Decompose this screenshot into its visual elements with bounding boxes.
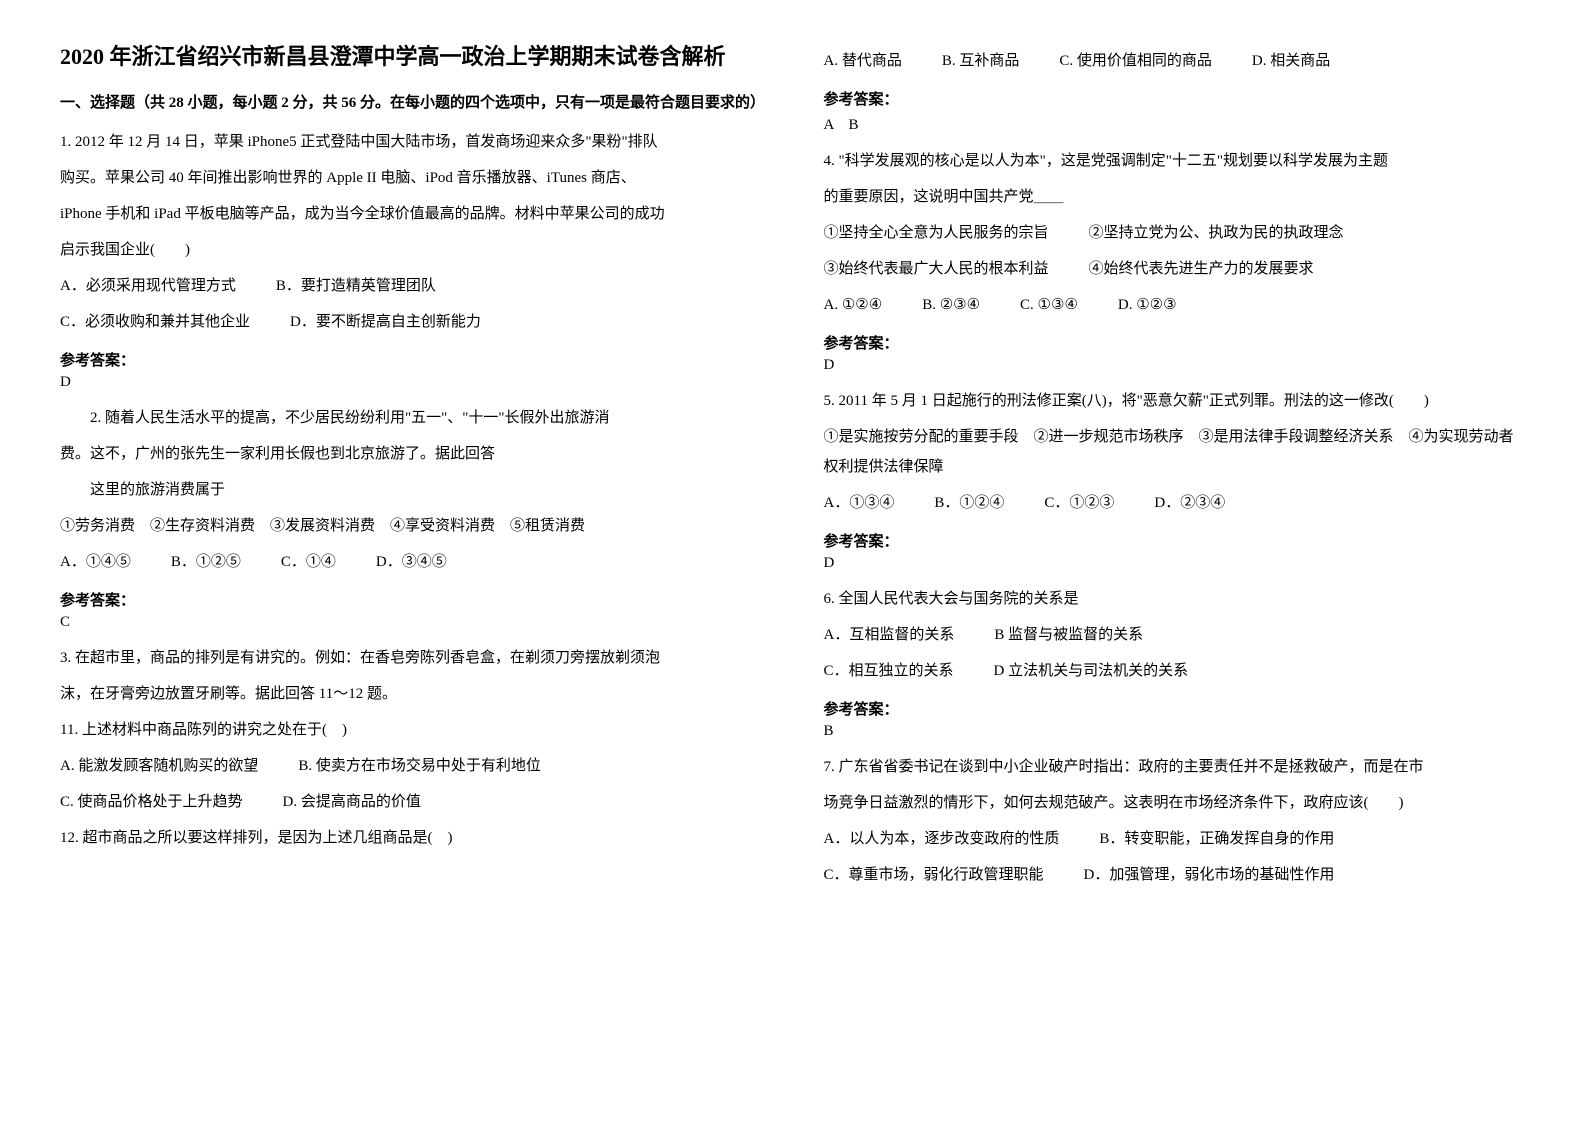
q2-options-row: A．①④⑤ B．①②⑤ C．①④ D．③④⑤ — [60, 547, 764, 577]
q11-option-c: C. 使商品价格处于上升趋势 — [60, 787, 243, 817]
q7-stem-line: 场竞争日益激烈的情形下，如何去规范破产。这表明在市场经济条件下，政府应该( ) — [824, 788, 1528, 818]
q2-stem-line: 费。这不，广州的张先生一家利用长假也到北京旅游了。据此回答 — [60, 439, 764, 469]
left-column: 2020 年浙江省绍兴市新昌县澄潭中学高一政治上学期期末试卷含解析 一、选择题（… — [60, 40, 764, 896]
q5-answer: D — [824, 555, 1528, 572]
q4-answer: D — [824, 357, 1528, 374]
q7-options-row: A．以人为本，逐步改变政府的性质 B．转变职能，正确发挥自身的作用 — [824, 824, 1528, 854]
q5-option-c: C．①②③ — [1044, 488, 1114, 518]
q2-answer: C — [60, 614, 764, 631]
q1-answer-label: 参考答案： — [60, 349, 764, 370]
section-1-head: 一、选择题（共 28 小题，每小题 2 分，共 56 分。在每小题的四个选项中，… — [60, 91, 764, 117]
q4-items-row: ③始终代表最广大人民的根本利益 ④始终代表先进生产力的发展要求 — [824, 254, 1528, 284]
q4-answer-label: 参考答案： — [824, 332, 1528, 353]
q4-option-b: B. ②③④ — [922, 290, 980, 320]
q4-stem-line: 的重要原因，这说明中国共产党＿＿ — [824, 182, 1528, 212]
q2-subquestion: 这里的旅游消费属于 — [60, 475, 764, 505]
q4-option-d: D. ①②③ — [1118, 290, 1177, 320]
q6-option-b: B 监督与被监督的关系 — [994, 620, 1143, 650]
q4-option-c: C. ①③④ — [1020, 290, 1078, 320]
q6-option-d: D 立法机关与司法机关的关系 — [994, 656, 1189, 686]
q1-option-a: A．必须采用现代管理方式 — [60, 271, 236, 301]
q7-option-a: A．以人为本，逐步改变政府的性质 — [824, 824, 1060, 854]
q5-stem: 5. 2011 年 5 月 1 日起施行的刑法修正案(八)，将"恶意欠薪"正式列… — [824, 386, 1528, 416]
q6-options-row: A．互相监督的关系 B 监督与被监督的关系 — [824, 620, 1528, 650]
q4-item-1: ①坚持全心全意为人民服务的宗旨 — [824, 218, 1049, 248]
q11-options-row: C. 使商品价格处于上升趋势 D. 会提高商品的价值 — [60, 787, 764, 817]
exam-title: 2020 年浙江省绍兴市新昌县澄潭中学高一政治上学期期末试卷含解析 — [60, 40, 764, 73]
q2-answer-label: 参考答案： — [60, 589, 764, 610]
q1-stem-line: 1. 2012 年 12 月 14 日，苹果 iPhone5 正式登陆中国大陆市… — [60, 127, 764, 157]
q3-answer-label: 参考答案： — [824, 88, 1528, 109]
q3-stem-line: 沫，在牙膏旁边放置牙刷等。据此回答 11～12 题。 — [60, 679, 764, 709]
q1-stem-line: 启示我国企业( ) — [60, 235, 764, 265]
q5-options-row: A．①③④ B．①②④ C．①②③ D．②③④ — [824, 488, 1528, 518]
q11-options-row: A. 能激发顾客随机购买的欲望 B. 使卖方在市场交易中处于有利地位 — [60, 751, 764, 781]
q1-option-c: C．必须收购和兼并其他企业 — [60, 307, 250, 337]
q4-stem-line: 4. "科学发展观的核心是以人为本"，这是党强调制定"十二五"规划要以科学发展为… — [824, 146, 1528, 176]
q2-stem-line: 2. 随着人民生活水平的提高，不少居民纷纷利用"五一"、"十一"长假外出旅游消 — [60, 403, 764, 433]
q6-answer: B — [824, 723, 1528, 740]
q6-options-row: C．相互独立的关系 D 立法机关与司法机关的关系 — [824, 656, 1528, 686]
q1-answer: D — [60, 374, 764, 391]
q2-option-a: A．①④⑤ — [60, 547, 131, 577]
q12-stem: 12. 超市商品之所以要这样排列，是因为上述几组商品是( ) — [60, 823, 764, 853]
q1-stem-line: 购买。苹果公司 40 年间推出影响世界的 Apple II 电脑、iPod 音乐… — [60, 163, 764, 193]
q1-option-d: D．要不断提高自主创新能力 — [290, 307, 481, 337]
q1-option-b: B．要打造精英管理团队 — [276, 271, 436, 301]
q3-stem-line: 3. 在超市里，商品的排列是有讲究的。例如：在香皂旁陈列香皂盒，在剃须刀旁摆放剃… — [60, 643, 764, 673]
q7-option-b: B．转变职能，正确发挥自身的作用 — [1099, 824, 1334, 854]
q12-option-b: B. 互补商品 — [942, 46, 1020, 76]
q11-option-d: D. 会提高商品的价值 — [283, 787, 421, 817]
q1-options-row: C．必须收购和兼并其他企业 D．要不断提高自主创新能力 — [60, 307, 764, 337]
q3-answer: A B — [824, 113, 1528, 134]
exam-page: 2020 年浙江省绍兴市新昌县澄潭中学高一政治上学期期末试卷含解析 一、选择题（… — [60, 40, 1527, 896]
q4-option-a: A. ①②④ — [824, 290, 883, 320]
q4-options-row: A. ①②④ B. ②③④ C. ①③④ D. ①②③ — [824, 290, 1528, 320]
q5-option-a: A．①③④ — [824, 488, 895, 518]
q6-stem: 6. 全国人民代表大会与国务院的关系是 — [824, 584, 1528, 614]
q2-items: ①劳务消费 ②生存资料消费 ③发展资料消费 ④享受资料消费 ⑤租赁消费 — [60, 511, 764, 541]
q7-options-row: C．尊重市场，弱化行政管理职能 D．加强管理，弱化市场的基础性作用 — [824, 860, 1528, 890]
q11-option-b: B. 使卖方在市场交易中处于有利地位 — [298, 751, 541, 781]
q12-option-a: A. 替代商品 — [824, 46, 902, 76]
q4-items-row: ①坚持全心全意为人民服务的宗旨 ②坚持立党为公、执政为民的执政理念 — [824, 218, 1528, 248]
q1-stem-line: iPhone 手机和 iPad 平板电脑等产品，成为当今全球价值最高的品牌。材料… — [60, 199, 764, 229]
q5-answer-label: 参考答案： — [824, 530, 1528, 551]
q5-option-b: B．①②④ — [934, 488, 1004, 518]
q4-item-2: ②坚持立党为公、执政为民的执政理念 — [1089, 218, 1344, 248]
q6-option-a: A．互相监督的关系 — [824, 620, 955, 650]
q6-answer-label: 参考答案： — [824, 698, 1528, 719]
q2-option-b: B．①②⑤ — [171, 547, 241, 577]
right-column: A. 替代商品 B. 互补商品 C. 使用价值相同的商品 D. 相关商品 参考答… — [824, 40, 1528, 896]
q12-options-row: A. 替代商品 B. 互补商品 C. 使用价值相同的商品 D. 相关商品 — [824, 46, 1528, 76]
q4-item-4: ④始终代表先进生产力的发展要求 — [1089, 254, 1314, 284]
q7-stem-line: 7. 广东省省委书记在谈到中小企业破产时指出：政府的主要责任并不是拯救破产，而是… — [824, 752, 1528, 782]
q2-option-c: C．①④ — [281, 547, 336, 577]
q11-option-a: A. 能激发顾客随机购买的欲望 — [60, 751, 258, 781]
q7-option-c: C．尊重市场，弱化行政管理职能 — [824, 860, 1044, 890]
q2-option-d: D．③④⑤ — [376, 547, 447, 577]
q6-option-c: C．相互独立的关系 — [824, 656, 954, 686]
q12-option-c: C. 使用价值相同的商品 — [1059, 46, 1212, 76]
q1-options-row: A．必须采用现代管理方式 B．要打造精英管理团队 — [60, 271, 764, 301]
q11-stem: 11. 上述材料中商品陈列的讲究之处在于( ) — [60, 715, 764, 745]
q12-option-d: D. 相关商品 — [1252, 46, 1330, 76]
q5-option-d: D．②③④ — [1154, 488, 1225, 518]
q4-item-3: ③始终代表最广大人民的根本利益 — [824, 254, 1049, 284]
q7-option-d: D．加强管理，弱化市场的基础性作用 — [1084, 860, 1335, 890]
q5-items: ①是实施按劳分配的重要手段 ②进一步规范市场秩序 ③是用法律手段调整经济关系 ④… — [824, 422, 1528, 482]
